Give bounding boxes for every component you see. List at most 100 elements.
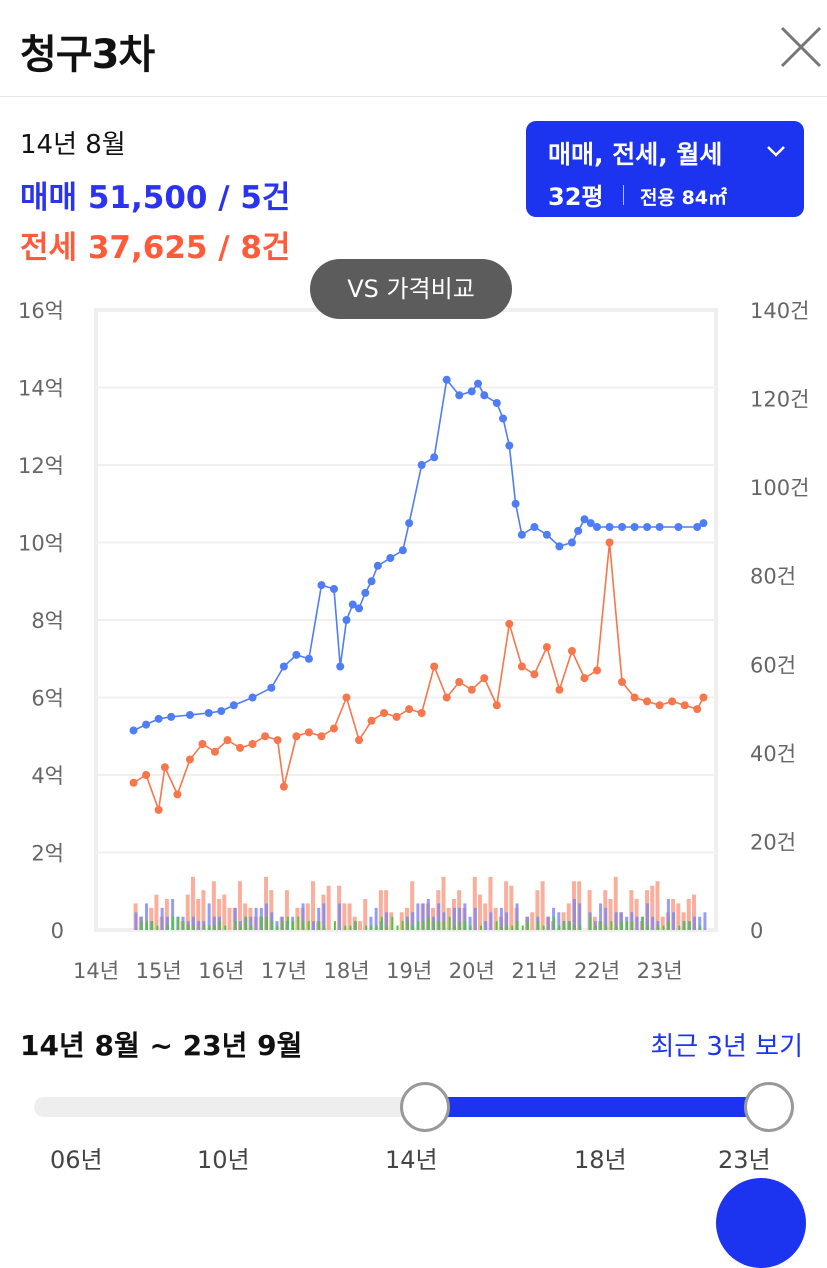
rent-volume-bar xyxy=(396,925,399,930)
jeonse-volume-bar xyxy=(530,912,535,930)
rent-volume-bar xyxy=(333,921,336,930)
jeonse-point xyxy=(236,743,245,752)
range-slider-fill xyxy=(425,1097,768,1117)
jeonse-volume-bar xyxy=(676,903,681,930)
price-compare-button[interactable]: VS 가격비교 xyxy=(310,259,512,319)
jeonse-point xyxy=(655,701,664,710)
jeonse-volume-bar xyxy=(691,894,696,930)
sale-point xyxy=(542,530,551,539)
rent-volume-bar xyxy=(678,925,681,930)
rent-volume-bar xyxy=(219,921,222,930)
close-icon[interactable] xyxy=(778,24,824,70)
sale-summary: 매매 51,500 / 5건 xyxy=(20,180,291,216)
sale-volume-bar xyxy=(484,921,488,930)
rent-volume-bar xyxy=(511,925,514,930)
rent-volume-bar xyxy=(506,925,509,930)
rent-volume-bar xyxy=(245,916,248,930)
rent-volume-bar xyxy=(464,921,467,930)
sale-point xyxy=(329,585,338,593)
rent-volume-bar xyxy=(553,916,556,930)
rent-volume-bar xyxy=(292,921,295,930)
range-start-handle[interactable] xyxy=(400,1082,450,1132)
sale-volume-bar xyxy=(703,912,707,930)
sale-volume-bar xyxy=(468,916,472,930)
sale-point xyxy=(643,523,652,531)
rent-volume-bar xyxy=(166,925,169,930)
rent-volume-bar xyxy=(589,916,592,930)
floating-action-button[interactable] xyxy=(716,1178,806,1268)
sale-volume-bar xyxy=(270,912,274,930)
rent-volume-bar xyxy=(699,925,702,930)
jeonse-point xyxy=(680,701,689,710)
jeonse-volume-bar xyxy=(196,899,201,930)
price-chart[interactable]: 0 2억 4억 6억 8억 10억 12억 14억 16억 0 20건 40건 60건 80건 100건 1… xyxy=(0,290,827,990)
sale-volume-bar xyxy=(301,903,305,930)
rent-volume-bar xyxy=(427,916,430,930)
rent-volume-bar xyxy=(370,925,373,930)
deal-type-size-selector[interactable]: 매매, 전세, 월세 32평 전용 84㎡ xyxy=(526,121,804,217)
rent-volume-bar xyxy=(234,921,237,930)
rent-volume-bar xyxy=(260,916,263,930)
selected-date: 14년 8월 xyxy=(20,130,126,160)
sale-point xyxy=(417,461,426,469)
sale-point xyxy=(373,561,382,570)
jeonse-volume-bar xyxy=(681,912,686,930)
jeonse-point xyxy=(593,666,602,675)
sale-point xyxy=(204,709,213,717)
rent-volume-bar xyxy=(448,916,451,930)
jeonse-point xyxy=(380,709,389,717)
sale-point xyxy=(361,588,370,597)
rent-volume-bar xyxy=(344,925,347,930)
rent-volume-bar xyxy=(443,921,446,930)
page-title: 청구3차 xyxy=(20,32,155,78)
sale-volume-bar xyxy=(145,903,149,930)
jeonse-point xyxy=(693,705,702,714)
sale-volume-bar xyxy=(416,903,420,930)
sale-point xyxy=(248,693,257,702)
sale-volume-bar xyxy=(437,903,441,930)
y-right-tick-label: 40건 xyxy=(750,742,796,766)
rent-volume-bar xyxy=(480,925,483,930)
y-right-tick-label: 120건 xyxy=(750,388,809,412)
sale-point xyxy=(618,523,627,531)
sale-point xyxy=(630,523,639,531)
jeonse-point xyxy=(430,662,439,671)
sale-volume-bar xyxy=(312,921,316,930)
jeonse-volume-bar xyxy=(185,894,190,930)
rent-volume-bar xyxy=(573,925,576,930)
x-tick-label: 21년 xyxy=(511,959,557,983)
header: 청구3차 xyxy=(0,0,827,97)
jeonse-volume-bar xyxy=(660,916,665,930)
sale-volume-bar xyxy=(666,899,670,930)
rent-volume-bar xyxy=(662,925,665,930)
sale-point xyxy=(367,577,376,586)
jeonse-volume-bar xyxy=(613,876,618,930)
jeonse-point xyxy=(392,712,401,721)
sale-volume-bar xyxy=(505,912,509,930)
range-end-handle[interactable] xyxy=(744,1082,794,1132)
jeonse-volume-bar xyxy=(217,899,222,930)
rent-volume-bar xyxy=(412,925,415,930)
jeonse-point xyxy=(129,778,138,787)
rent-volume-bar xyxy=(615,925,618,930)
jeonse-volume-bar xyxy=(164,899,169,930)
y-left-tick-label: 4억 xyxy=(31,764,64,788)
sale-volume-bar xyxy=(421,903,425,930)
range-tick-23: 23년 xyxy=(718,1146,771,1174)
rent-volume-bar xyxy=(203,925,206,930)
jeonse-point xyxy=(198,740,207,748)
rent-volume-bar xyxy=(391,916,394,930)
y-left-tick-label: 14억 xyxy=(18,377,64,401)
jeonse-point xyxy=(505,619,514,628)
sale-volume-bar xyxy=(171,899,175,930)
jeonse-volume-bar xyxy=(311,881,316,930)
sale-volume-bar xyxy=(426,899,430,930)
jeonse-point xyxy=(279,782,288,791)
jeonse-volume-bar xyxy=(540,881,545,930)
rent-volume-bar xyxy=(688,921,691,930)
x-tick-label: 19년 xyxy=(386,959,432,983)
sale-point xyxy=(142,720,151,729)
sale-volume-bar xyxy=(191,916,195,930)
rent-volume-bar xyxy=(542,925,545,930)
recent-3-years-link[interactable]: 최근 3년 보기 xyxy=(650,1032,803,1062)
